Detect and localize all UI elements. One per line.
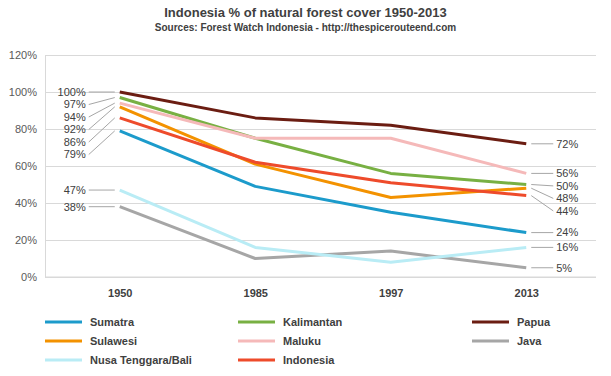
legend-swatch [45,321,82,324]
y-tick: 20% [15,234,596,246]
legend-label: Papua [517,316,551,328]
legend-item: Java [472,335,542,347]
leader-line [531,185,553,186]
legend-label: Nusa Tenggara/Bali [90,354,192,366]
x-axis: 1950 1985 1997 2013 [45,277,596,299]
legend-swatch [472,340,509,343]
legend-item: Maluku [238,335,321,347]
legend-item: Kalimantan [238,316,343,328]
x-tick: 1985 [244,277,268,299]
leader-line [89,206,115,207]
leader-line [89,92,115,93]
legend-swatch [45,340,82,343]
legend-item: Sumatra [45,316,135,328]
data-label: 24% [556,226,578,238]
subtitle: Sources: Forest Watch Indonesia - http:/… [155,22,456,33]
data-label: 56% [556,167,578,179]
x-tick: 2013 [515,277,539,299]
leader-line [531,196,553,211]
y-tick-label: 0% [21,271,37,283]
leader-line [531,267,553,268]
leader-line [531,173,553,174]
legend-label: Indonesia [283,354,335,366]
data-label: 72% [556,138,578,150]
leader-line [531,232,553,233]
grid-line [45,203,596,204]
grid-line [45,277,596,278]
x-tick-label: 2013 [515,287,539,299]
x-tick: 1950 [108,277,132,299]
y-tick-label: 40% [15,197,37,209]
legend-swatch [238,359,275,362]
data-label: 38% [64,201,86,213]
data-label: 5% [556,262,572,274]
legend-item: Sulawesi [45,335,137,347]
legend-item: Nusa Tenggara/Bali [45,354,192,366]
legend-label: Sulawesi [90,335,137,347]
y-tick: 100% [9,86,596,98]
data-label: 47% [64,184,86,196]
series-line [120,118,527,196]
grid-line [45,129,596,130]
legend-label: Maluku [283,335,321,347]
y-tick: 120% [9,49,596,61]
y-tick: 40% [15,197,596,209]
leader-line [531,188,553,198]
data-label: 100% [58,86,86,98]
data-labels: 100%97%94%92%86%79% 47% 38% 72% 56%50%48%44%… [58,86,579,274]
leader-line [89,131,115,155]
leader-line [531,143,553,144]
lines [120,92,527,268]
legend-item: Indonesia [238,354,335,366]
data-label: 92% [64,123,86,135]
data-label: 97% [64,98,86,110]
data-label: 94% [64,111,86,123]
x-tick: 1997 [379,277,403,299]
legend-swatch [45,359,82,362]
data-label: 48% [556,192,578,204]
legend-label: Sumatra [90,316,135,328]
grid-line [45,55,596,56]
leader-line [89,107,115,130]
legend-label: Kalimantan [283,316,343,328]
data-label: 16% [556,241,578,253]
legend-swatch [238,340,275,343]
legend-label: Java [517,335,542,347]
legend-item: Papua [472,316,551,328]
x-tick-label: 1985 [244,287,268,299]
y-tick: 0% [21,271,596,283]
data-label: 86% [64,136,86,148]
y-tick-label: 100% [9,86,37,98]
leader-line [89,118,115,142]
data-label: 44% [556,205,578,217]
chart: Indonesia % of natural forest cover 1950… [0,0,611,376]
grid-line [45,166,596,167]
data-label: 50% [556,180,578,192]
y-tick-label: 20% [15,234,37,246]
leader-line [531,247,553,248]
leader-line [89,190,115,191]
y-tick-label: 120% [9,49,37,61]
x-tick-label: 1997 [379,287,403,299]
title: Indonesia % of natural forest cover 1950… [164,5,447,20]
grid-line [45,240,596,241]
y-axis: 0% 20% 40% 60% 80% 100% 120% [9,49,596,283]
y-tick-label: 80% [15,123,37,135]
legend: Sumatra Kalimantan Papua Sulawesi Maluku Java… [45,316,551,366]
x-tick-label: 1950 [108,287,132,299]
legend-swatch [238,321,275,324]
data-label: 79% [64,148,86,160]
legend-swatch [472,321,509,324]
x-axis-line [45,277,596,278]
leader-line [89,98,115,105]
y-tick-label: 60% [15,160,37,172]
series-line [120,190,527,262]
